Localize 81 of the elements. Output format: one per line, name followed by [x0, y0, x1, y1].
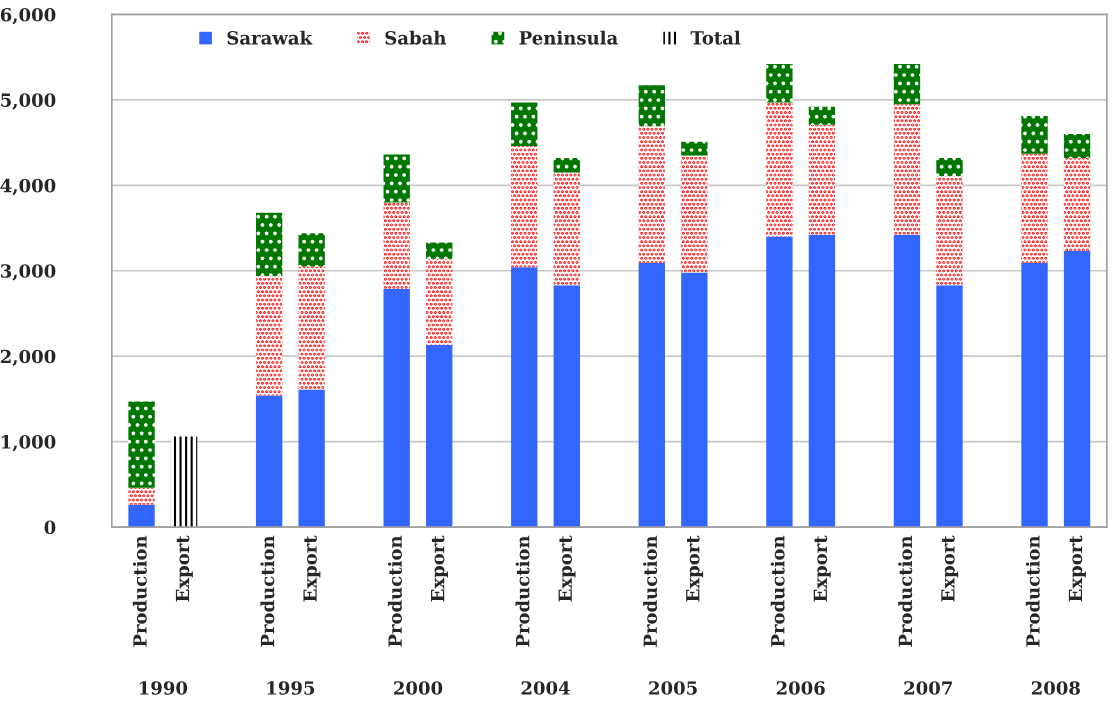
bar — [766, 236, 793, 528]
x-tick-label: Export — [303, 535, 321, 602]
x-tick-label: Export — [686, 535, 704, 602]
x-tick-label: Export — [431, 535, 448, 602]
bar — [681, 155, 708, 273]
x-tick-label: Production — [387, 535, 402, 647]
bar — [511, 267, 538, 528]
x-tick-label: Production — [260, 535, 275, 647]
bar — [426, 242, 453, 259]
y-tick-label: 0 — [44, 520, 56, 535]
bar — [808, 234, 836, 528]
legend-label: Sabah — [385, 30, 447, 45]
bar — [426, 258, 453, 346]
bar — [298, 389, 325, 528]
y-tick-label: 2,000 — [0, 349, 56, 367]
bar — [128, 401, 155, 488]
bar — [936, 157, 963, 176]
bar — [1021, 116, 1048, 154]
bar — [383, 202, 410, 289]
bar — [638, 263, 666, 528]
x-tick-label: Export — [1068, 535, 1086, 602]
bar — [808, 106, 836, 125]
bar — [511, 146, 538, 268]
text: 2008 — [1031, 681, 1080, 695]
bar — [1021, 263, 1048, 528]
bar — [893, 104, 921, 235]
bar — [511, 102, 538, 147]
x-tick-label: Production — [643, 535, 658, 647]
bar — [255, 275, 283, 396]
x-tick-label: Production — [898, 535, 913, 647]
bar — [893, 63, 921, 105]
text: 2004 — [521, 681, 570, 695]
x-tick-label: Export — [175, 535, 193, 602]
bar — [766, 102, 793, 237]
legend-label: Total — [690, 30, 741, 45]
y-tick-label: 6,000 — [0, 7, 56, 25]
bar — [553, 285, 580, 528]
bar — [128, 487, 155, 505]
bar — [1063, 134, 1091, 158]
bar — [383, 288, 410, 528]
bar — [638, 85, 666, 127]
legend-label: Sarawak — [227, 30, 313, 45]
legend-label: Peninsula — [519, 30, 618, 45]
bar — [681, 272, 708, 528]
bar — [255, 395, 283, 528]
bar — [383, 154, 410, 203]
bar — [936, 285, 963, 528]
text: 2007 — [904, 681, 952, 695]
text: 1990 — [139, 681, 188, 695]
x-tick-label: Production — [770, 535, 785, 647]
text: 2005 — [649, 681, 697, 695]
bar — [128, 504, 155, 528]
bar — [893, 234, 921, 528]
bar — [1021, 153, 1048, 264]
y-tick-label: 5,000 — [1, 93, 56, 110]
bar — [255, 212, 283, 276]
x-tick-label: Export — [941, 535, 959, 602]
bar — [553, 157, 580, 173]
x-tick-label: Production — [132, 535, 147, 647]
x-tick-label: Production — [515, 535, 530, 647]
bar — [766, 63, 793, 103]
y-tick-label: 1,000 — [1, 435, 56, 452]
x-tick-label: Export — [813, 535, 831, 602]
text: 2006 — [776, 681, 825, 695]
y-tick-label: 3,000 — [0, 264, 56, 281]
text: 2000 — [394, 681, 443, 695]
bar — [553, 172, 580, 286]
bar — [1063, 157, 1091, 252]
bar — [638, 126, 666, 264]
text: 1995 — [267, 681, 315, 695]
bar — [1063, 251, 1091, 528]
y-tick-label: 4,000 — [0, 178, 56, 196]
bar — [681, 141, 708, 156]
bar — [808, 124, 836, 235]
x-tick-label: Export — [558, 535, 576, 602]
x-tick-label: Production — [1025, 535, 1040, 647]
bar — [936, 175, 963, 286]
bar — [170, 436, 198, 528]
bar — [298, 233, 325, 267]
bar — [298, 266, 325, 390]
bar — [426, 345, 453, 528]
